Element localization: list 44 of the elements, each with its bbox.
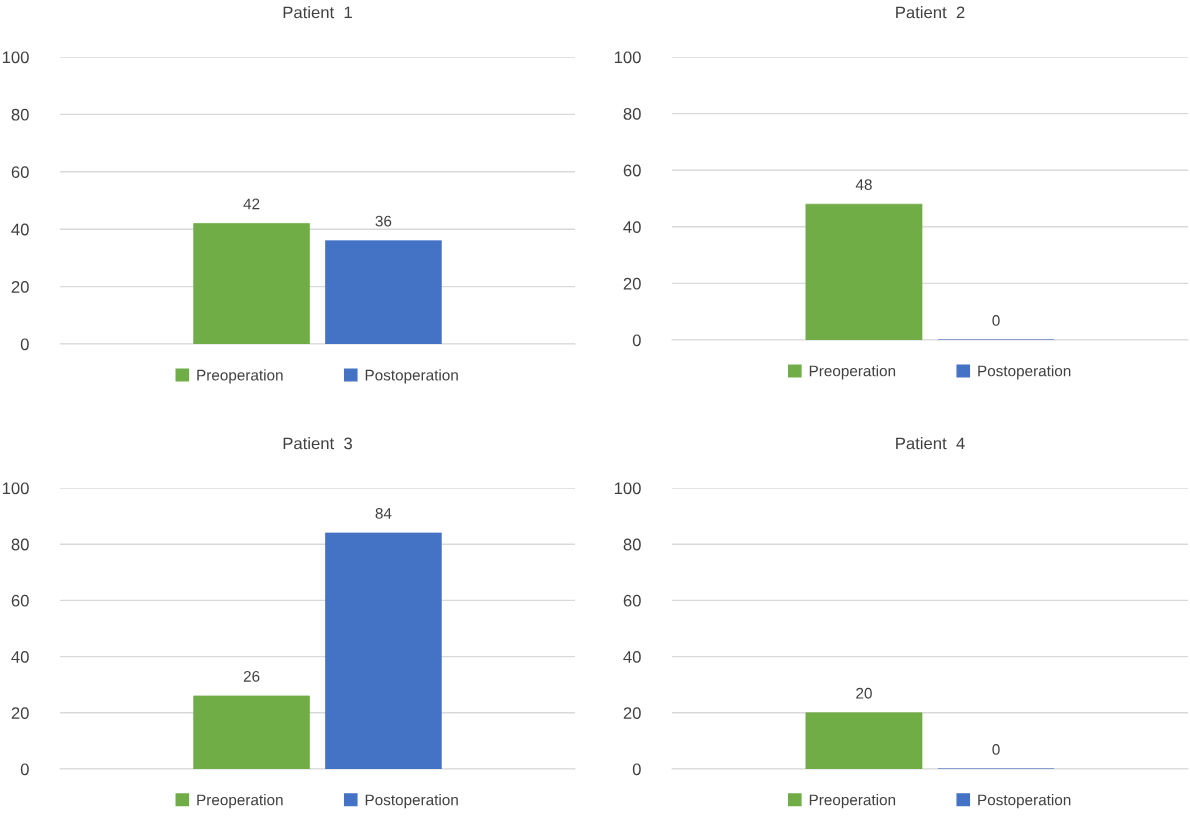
y-tick-label: 80	[623, 538, 641, 551]
y-tick-label: 40	[11, 223, 29, 236]
legend-label: Preoperation	[809, 794, 896, 809]
legend-label: Preoperation	[197, 369, 283, 384]
y-tick-label: 80	[11, 538, 29, 551]
data-label: 36	[375, 215, 392, 227]
data-label: 0	[992, 744, 1000, 755]
legend-label: Postoperation	[978, 794, 1071, 809]
y-tick-label: 0	[632, 763, 641, 776]
y-tick-label: 100	[2, 482, 29, 495]
y-tick-label: 60	[11, 166, 29, 178]
y-tick-label: 80	[623, 108, 641, 120]
legend-label: Preoperation	[197, 794, 283, 809]
chart-title: Patient 2	[896, 6, 965, 19]
y-tick-label: 100	[614, 482, 641, 495]
data-label: 26	[243, 670, 260, 682]
y-tick-label: 80	[11, 108, 29, 121]
y-tick-label: 20	[11, 281, 29, 293]
y-tick-label: 20	[623, 277, 641, 290]
y-tick-label: 20	[623, 707, 641, 719]
y-tick-label: 0	[632, 334, 641, 347]
data-label: 48	[855, 179, 872, 191]
legend-label: Postoperation	[365, 794, 458, 809]
data-label: 42	[243, 198, 260, 210]
data-label: 20	[856, 687, 872, 699]
y-tick-label: 100	[2, 51, 29, 64]
y-tick-label: 0	[20, 338, 29, 351]
chart-title: Patient 4	[896, 437, 965, 450]
y-tick-label: 60	[623, 594, 641, 607]
y-tick-label: 20	[11, 707, 29, 719]
legend-label: Postoperation	[365, 369, 458, 384]
chart-title: Patient 1	[283, 6, 352, 19]
data-label: 0	[992, 315, 1000, 326]
y-tick-label: 60	[11, 594, 29, 607]
legend-label: Preoperation	[809, 365, 896, 380]
y-tick-label: 0	[20, 763, 29, 776]
y-tick-label: 40	[623, 651, 641, 663]
y-tick-label: 40	[11, 651, 29, 663]
chart-title: Patient 3	[283, 437, 352, 450]
legend-label: Postoperation	[978, 365, 1071, 380]
y-tick-label: 100	[614, 51, 641, 64]
data-label: 84	[375, 508, 392, 519]
y-tick-label: 60	[623, 164, 641, 177]
y-tick-label: 40	[623, 221, 641, 233]
